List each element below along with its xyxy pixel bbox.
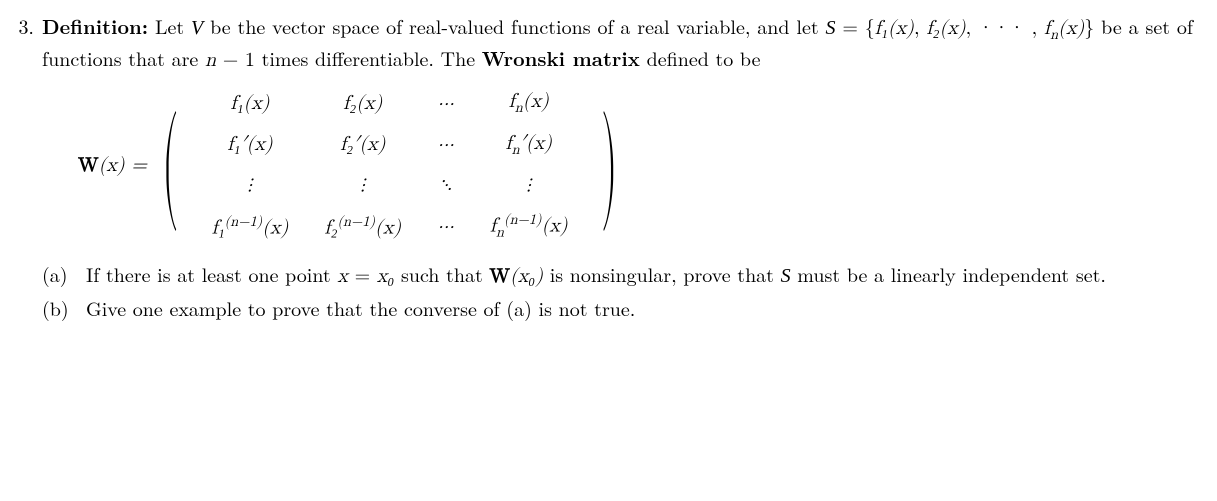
matrix-cell: fn′(x) [472, 124, 586, 165]
problem-container: 3. Definition: Let V be the vector space… [6, 12, 1193, 321]
part-a-label: (a) [42, 260, 86, 287]
matrix-cell: fn(x) [472, 82, 586, 123]
definition-paragraph: Definition: Let V be the vector space of… [42, 12, 1193, 74]
text: is nonsingular, prove that [543, 259, 781, 288]
matrix-cell: ··· [419, 204, 472, 248]
wronski-label: Wronski matrix [482, 43, 640, 72]
matrix-cell: fn(n−1)(x) [472, 204, 586, 248]
matrix-cell: ⋮ [194, 165, 307, 204]
matrix-cell: f₂(n−1)(x) [306, 204, 419, 248]
Wx0-arg: (x₀) [510, 266, 543, 286]
matrix-row-3: f₁(n−1)(x) f₂(n−1)(x) ··· fn(n−1)(x) [194, 204, 586, 248]
subparts: (a) If there is at least one point x = x… [42, 260, 1193, 321]
matrix-cell: ··· [419, 82, 472, 123]
wronski-matrix: f₁(x) f₂(x) ··· fn(x) f₁′(x) f₂′(x) ··· … [194, 82, 586, 248]
symbol-x: x [337, 266, 348, 286]
symbol-S: S [826, 17, 836, 39]
matrix-row-2: ⋮ ⋮ ⋱ ⋮ [194, 165, 586, 204]
matrix-cell: ··· [419, 124, 472, 165]
matrix-row-0: f₁(x) f₂(x) ··· fn(x) [194, 82, 586, 123]
text: such that [394, 259, 489, 288]
right-paren: ) [601, 105, 617, 225]
text: must be a linearly independent set. [791, 259, 1106, 288]
wronski-matrix-equation: W(x) = ( f₁(x) f₂(x) ··· fn(x) f₁′(x) f₂… [78, 82, 1193, 248]
f1x: f₁(x) [875, 18, 914, 38]
matrix-cell: ⋱ [419, 165, 472, 204]
text: Let [155, 11, 191, 40]
matrix-cell: f₂(x) [306, 82, 419, 123]
left-paren: ( [162, 105, 178, 225]
close-brace: } [1084, 18, 1101, 38]
bold-W: W [489, 266, 510, 286]
symbol-n: n [205, 50, 216, 70]
problem-number: 3. [6, 12, 42, 39]
symbol-S: S [781, 265, 791, 287]
text: defined to be [640, 43, 761, 72]
text: If there is at least one point [86, 259, 337, 288]
text: times differentiable. The [255, 43, 482, 72]
Wx-lhs: W(x) = [78, 152, 147, 179]
matrix-cell: f₁(x) [194, 82, 307, 123]
part-a: (a) If there is at least one point x = x… [42, 260, 1193, 290]
matrix-cell: f₁(n−1)(x) [194, 204, 307, 248]
matrix-row-1: f₁′(x) f₂′(x) ··· fn′(x) [194, 124, 586, 165]
part-a-body: If there is at least one point x = x₀ su… [86, 260, 1193, 290]
fn: fn(x) [1044, 18, 1084, 38]
equals-open-brace: = { [836, 18, 875, 38]
matrix-cell: f₂′(x) [306, 124, 419, 165]
symbol-V: V [191, 17, 203, 39]
matrix-cell: ⋮ [472, 165, 586, 204]
part-b-label: (b) [42, 294, 86, 321]
problem-body: Definition: Let V be the vector space of… [42, 12, 1193, 321]
part-b-body: Give one example to prove that the conve… [86, 294, 1193, 321]
minus-one: − 1 [216, 50, 255, 70]
text: be the vector space of real-valued funct… [203, 11, 825, 40]
bold-W: W [78, 155, 99, 175]
comma: , [914, 11, 926, 40]
f2x: f₂(x) [926, 18, 965, 38]
matrix-cell: ⋮ [306, 165, 419, 204]
equals: = [348, 266, 377, 286]
comma-dots: , ··· , [966, 11, 1044, 40]
x-equals: (x) = [99, 155, 147, 175]
matrix-cell: f₁′(x) [194, 124, 307, 165]
definition-label: Definition: [42, 11, 148, 40]
part-b: (b) Give one example to prove that the c… [42, 294, 1193, 321]
symbol-x0: x₀ [377, 266, 395, 286]
